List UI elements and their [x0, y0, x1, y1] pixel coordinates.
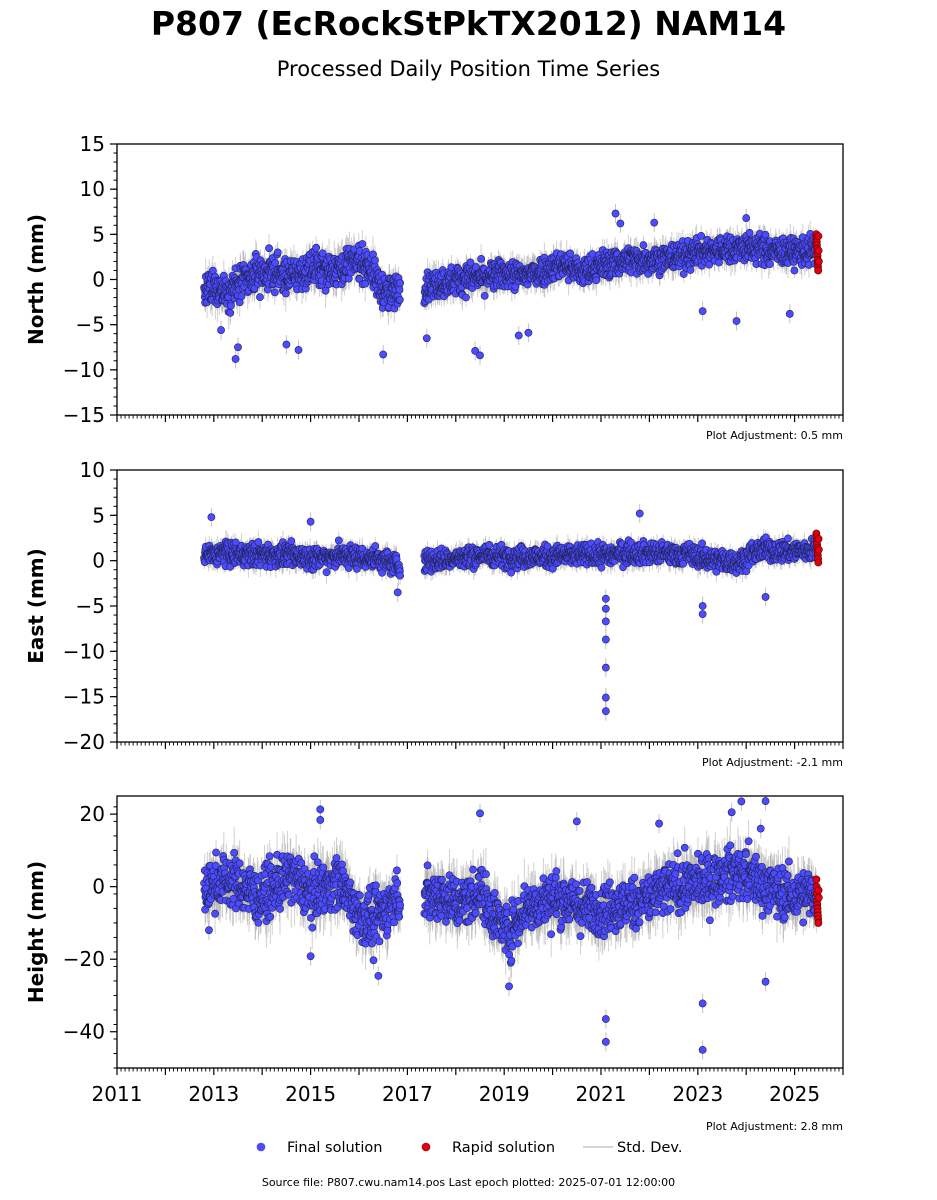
data-layer	[200, 504, 823, 721]
stddev-bars	[203, 504, 817, 721]
rapid-solution-points	[812, 230, 823, 275]
final-solution-point	[395, 285, 404, 294]
final-solution-point	[477, 254, 486, 263]
final-solution-point	[312, 243, 321, 252]
y-tick-label: 0	[92, 268, 105, 292]
final-solution-point	[294, 346, 303, 354]
final-solution-points	[200, 209, 821, 363]
final-solution-point	[639, 241, 648, 249]
final-solution-point	[742, 214, 751, 222]
final-solution-point	[698, 307, 707, 316]
y-tick-label: −5	[76, 313, 105, 337]
rapid-solution-point	[814, 246, 823, 255]
final-solution-point	[265, 244, 273, 253]
final-solution-point	[705, 260, 714, 269]
y-tick-label: −15	[63, 403, 105, 427]
rapid-solution-point	[814, 257, 823, 266]
final-solution-point	[422, 334, 431, 343]
final-solution-point	[466, 258, 475, 267]
final-solution-point	[273, 248, 282, 257]
final-solution-point	[217, 326, 225, 334]
final-solution-point	[271, 259, 280, 267]
final-solution-point	[480, 291, 489, 300]
final-solution-point	[237, 292, 246, 301]
data-layer	[200, 204, 823, 369]
final-solution-point	[226, 309, 235, 317]
final-solution-point	[650, 218, 659, 227]
final-solution-point	[785, 309, 794, 318]
final-solution-point	[371, 256, 379, 265]
y-tick-label: 10	[80, 177, 105, 201]
y-tick-label: −10	[63, 358, 105, 382]
final-solution-point	[234, 343, 242, 352]
final-solution-point	[514, 331, 523, 340]
final-solution-point	[281, 289, 290, 298]
final-solution-point	[611, 209, 620, 218]
chart-title: P807 (EcRockStPkTX2012) NAM14	[150, 4, 787, 43]
final-solution-point	[227, 301, 235, 310]
final-solution-point	[566, 249, 575, 258]
y-tick-label: 15	[80, 132, 105, 156]
plot-adjustment-label: Plot Adjustment: 0.5 mm	[706, 429, 843, 442]
final-solution-point	[697, 231, 706, 240]
rapid-solution-point	[814, 266, 823, 275]
final-solution-point	[462, 293, 470, 302]
final-solution-point	[231, 355, 240, 363]
final-solution-point	[395, 295, 404, 304]
final-solution-point	[379, 350, 388, 359]
rapid-solution-point	[814, 232, 823, 241]
final-solution-point	[321, 286, 330, 295]
final-solution-point	[616, 219, 625, 228]
final-solution-point	[745, 228, 754, 237]
panel-0: −15 −10 −5 0 5 10 15 North (mm) Plot Adjustment:…	[24, 132, 844, 442]
final-solution-point	[476, 351, 484, 360]
final-solution-point	[732, 317, 741, 325]
final-solution-point	[396, 279, 405, 287]
final-solution-point	[686, 266, 695, 274]
y-axis-label: North (mm)	[24, 214, 48, 345]
final-solution-point	[511, 282, 520, 291]
final-solution-point	[766, 260, 774, 268]
final-solution-point	[471, 346, 480, 355]
y-tick-label: 5	[92, 222, 105, 246]
final-solution-point	[358, 240, 367, 248]
final-solution-point	[256, 293, 264, 302]
final-solution-point	[592, 276, 601, 285]
chart-subtitle: Processed Daily Position Time Series	[276, 57, 661, 81]
final-solution-point	[318, 249, 327, 258]
final-solution-point	[270, 288, 279, 297]
final-solution-point	[524, 328, 533, 337]
final-solution-point	[282, 340, 291, 349]
final-solution-point	[790, 266, 799, 275]
